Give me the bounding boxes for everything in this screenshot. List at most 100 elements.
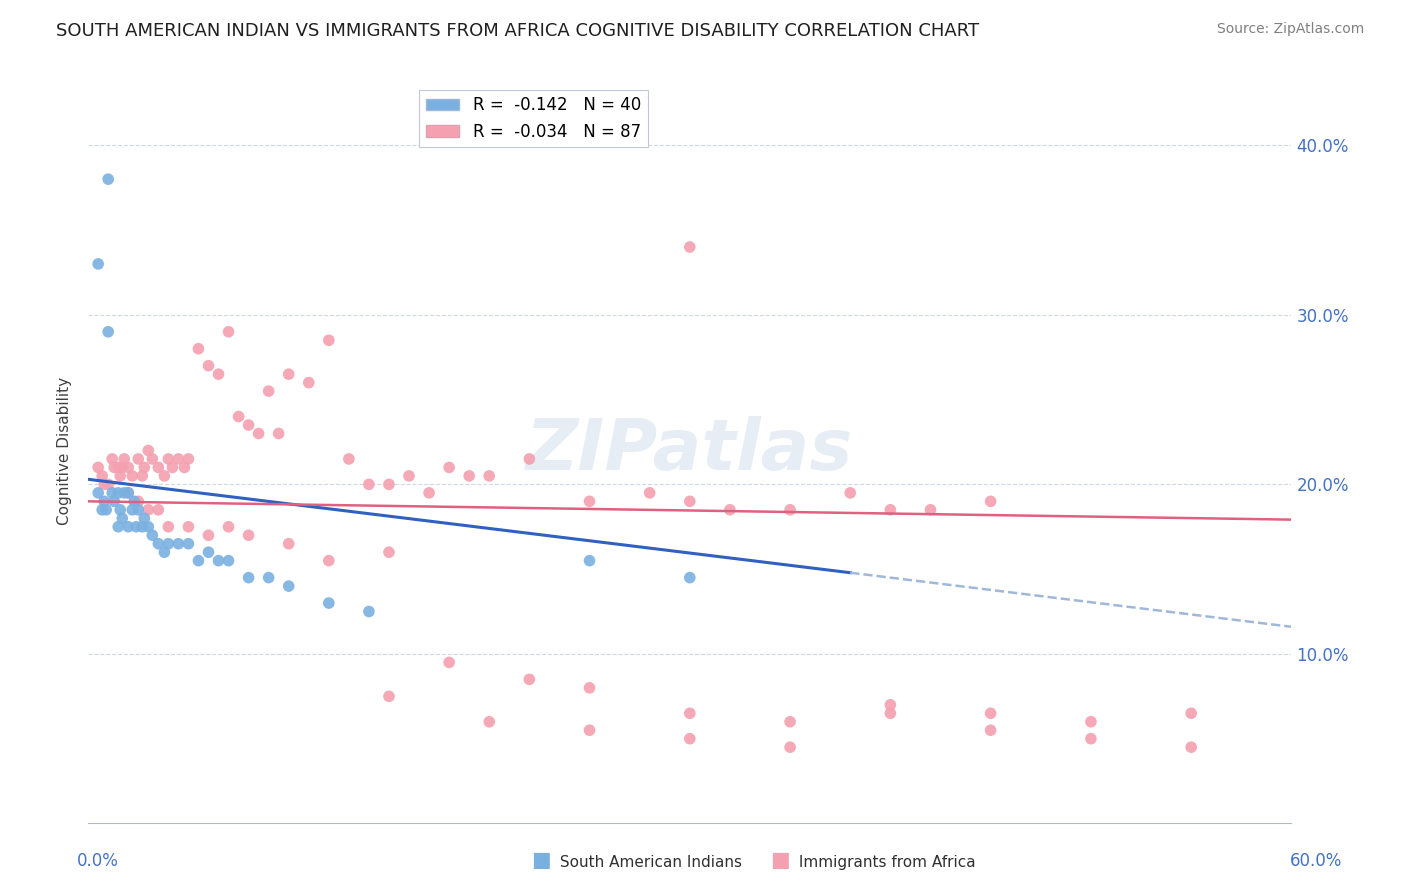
Point [779, 714, 801, 729]
Point [437, 460, 460, 475]
Text: 60.0%: 60.0% [1291, 852, 1343, 870]
Point [207, 367, 229, 381]
Point [980, 494, 1002, 508]
Point [578, 681, 600, 695]
Point [920, 503, 942, 517]
Point [87, 257, 110, 271]
Point [980, 723, 1002, 738]
Point [378, 477, 401, 491]
Point [207, 554, 229, 568]
Point [112, 452, 135, 467]
Point [298, 376, 321, 390]
Point [97, 325, 120, 339]
Point [148, 460, 170, 475]
Point [1080, 714, 1102, 729]
Point [127, 503, 149, 517]
Text: ZIPatlas: ZIPatlas [526, 416, 853, 485]
Point [117, 460, 139, 475]
Point [277, 537, 299, 551]
Point [478, 469, 501, 483]
Text: Source: ZipAtlas.com: Source: ZipAtlas.com [1216, 22, 1364, 37]
Point [112, 486, 135, 500]
Point [177, 520, 200, 534]
Point [87, 486, 110, 500]
Point [124, 494, 146, 508]
Point [1180, 706, 1202, 721]
Point [153, 545, 176, 559]
Point [679, 706, 702, 721]
Point [162, 460, 184, 475]
Point [378, 545, 401, 559]
Point [277, 367, 299, 381]
Point [267, 426, 290, 441]
Point [218, 520, 240, 534]
Point [879, 706, 901, 721]
Point [839, 486, 862, 500]
Point [121, 469, 143, 483]
Point [779, 740, 801, 755]
Point [93, 477, 115, 491]
Point [378, 690, 401, 704]
Point [718, 503, 741, 517]
Point [197, 528, 219, 542]
Text: ■: ■ [770, 850, 790, 870]
Point [478, 714, 501, 729]
Point [238, 571, 260, 585]
Point [127, 452, 149, 467]
Point [167, 537, 190, 551]
Point [218, 554, 240, 568]
Point [167, 452, 190, 467]
Point [103, 460, 125, 475]
Point [93, 494, 115, 508]
Point [141, 452, 163, 467]
Point [173, 460, 195, 475]
Point [91, 503, 114, 517]
Point [148, 503, 170, 517]
Point [578, 723, 600, 738]
Point [153, 469, 176, 483]
Point [136, 520, 159, 534]
Point [107, 520, 129, 534]
Point [157, 520, 180, 534]
Point [679, 731, 702, 746]
Legend: R =  -0.142   N = 40, R =  -0.034   N = 87: R = -0.142 N = 40, R = -0.034 N = 87 [419, 89, 648, 147]
Point [157, 452, 180, 467]
Point [578, 554, 600, 568]
Text: Immigrants from Africa: Immigrants from Africa [794, 855, 976, 870]
Point [458, 469, 481, 483]
Point [103, 494, 125, 508]
Point [679, 494, 702, 508]
Point [980, 706, 1002, 721]
Point [101, 486, 124, 500]
Point [638, 486, 661, 500]
Point [197, 545, 219, 559]
Point [1180, 740, 1202, 755]
Point [879, 503, 901, 517]
Point [110, 469, 132, 483]
Point [148, 537, 170, 551]
Point [91, 469, 114, 483]
Text: South American Indians: South American Indians [555, 855, 742, 870]
Point [779, 503, 801, 517]
Point [127, 494, 149, 508]
Point [157, 537, 180, 551]
Text: 0.0%: 0.0% [77, 852, 120, 870]
Point [125, 520, 148, 534]
Point [247, 426, 270, 441]
Point [218, 325, 240, 339]
Point [117, 520, 139, 534]
Y-axis label: Cognitive Disability: Cognitive Disability [58, 376, 72, 524]
Point [187, 554, 209, 568]
Point [519, 673, 541, 687]
Point [107, 460, 129, 475]
Point [318, 333, 340, 347]
Point [318, 596, 340, 610]
Point [357, 477, 380, 491]
Point [187, 342, 209, 356]
Point [238, 417, 260, 432]
Point [357, 605, 380, 619]
Point [141, 528, 163, 542]
Point [131, 520, 153, 534]
Point [418, 486, 440, 500]
Point [177, 537, 200, 551]
